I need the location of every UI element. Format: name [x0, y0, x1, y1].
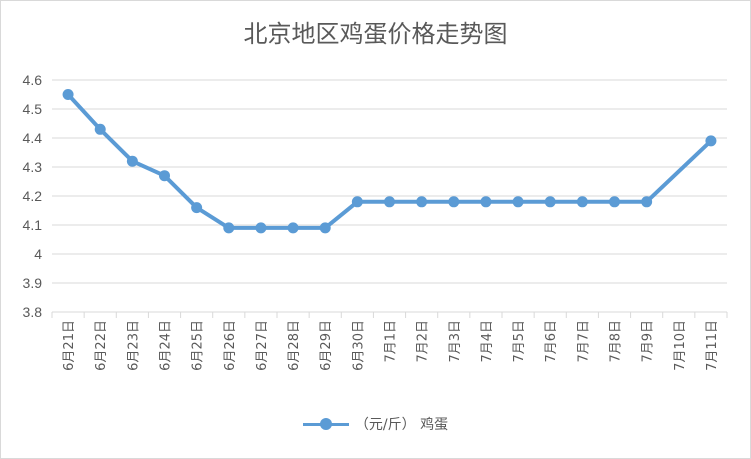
y-tick-label: 4: [34, 246, 42, 262]
x-tick-label: 7月8日: [609, 320, 624, 363]
x-tick-label: 6月27日: [255, 320, 270, 371]
series-line: [66, 92, 713, 230]
y-tick-label: 4.2: [23, 188, 43, 204]
data-point: [351, 196, 363, 208]
data-point: [544, 196, 556, 208]
chart-title: 北京地区鸡蛋价格走势图: [243, 20, 508, 48]
data-point: [609, 196, 620, 208]
x-tick-label: 7月5日: [512, 320, 527, 363]
y-tick-label: 3.8: [23, 304, 43, 320]
x-tick-label: 7月6日: [544, 320, 559, 363]
x-tick-label: 6月30日: [351, 320, 366, 371]
data-point: [287, 222, 299, 234]
y-tick-label: 4.5: [23, 101, 43, 117]
x-tick-label: 6月29日: [319, 320, 334, 371]
x-tick-label: 7月3日: [448, 320, 463, 363]
data-point: [255, 222, 267, 234]
legend: （元/斤） 鸡蛋: [0, 414, 751, 434]
x-tick-label: 6月21日: [62, 320, 77, 371]
data-point: [641, 196, 653, 208]
data-point: [159, 170, 170, 182]
data-point: [448, 196, 460, 208]
x-tick-label: 6月23日: [126, 320, 141, 371]
x-tick-label: 7月2日: [416, 320, 431, 363]
y-tick-label: 4.3: [23, 159, 43, 175]
x-tick-label: 6月28日: [287, 320, 302, 371]
data-point: [62, 89, 74, 100]
data-point: [480, 196, 492, 208]
data-point: [416, 196, 428, 208]
x-tick-label: 7月11日: [705, 320, 720, 371]
legend-swatch: [302, 417, 349, 431]
y-tick-label: 4.4: [23, 130, 43, 146]
x-tick-label: 6月22日: [94, 320, 109, 371]
data-point: [705, 135, 717, 147]
legend-label: （元/斤） 鸡蛋: [354, 417, 449, 433]
x-tick-label: 7月1日: [384, 320, 399, 363]
x-tick-label: 6月26日: [223, 320, 238, 371]
data-point: [319, 222, 331, 234]
x-tick-label: 7月4日: [480, 320, 495, 363]
y-tick-label: 4.6: [23, 72, 43, 88]
data-point: [223, 222, 235, 234]
data-point: [191, 202, 203, 214]
x-tick-label: 7月7日: [576, 320, 591, 363]
data-point: [384, 196, 395, 208]
data-point: [126, 155, 138, 167]
x-tick-label: 6月24日: [159, 320, 174, 371]
y-tick-label: 3.9: [23, 275, 43, 291]
data-point: [576, 196, 588, 208]
data-point: [512, 196, 524, 208]
x-tick-label: 6月25日: [191, 320, 206, 371]
x-tick-label: 7月10日: [673, 320, 688, 371]
x-tick-label: 7月9日: [641, 320, 656, 363]
data-point: [94, 123, 106, 135]
y-tick-label: 4.1: [23, 217, 43, 233]
